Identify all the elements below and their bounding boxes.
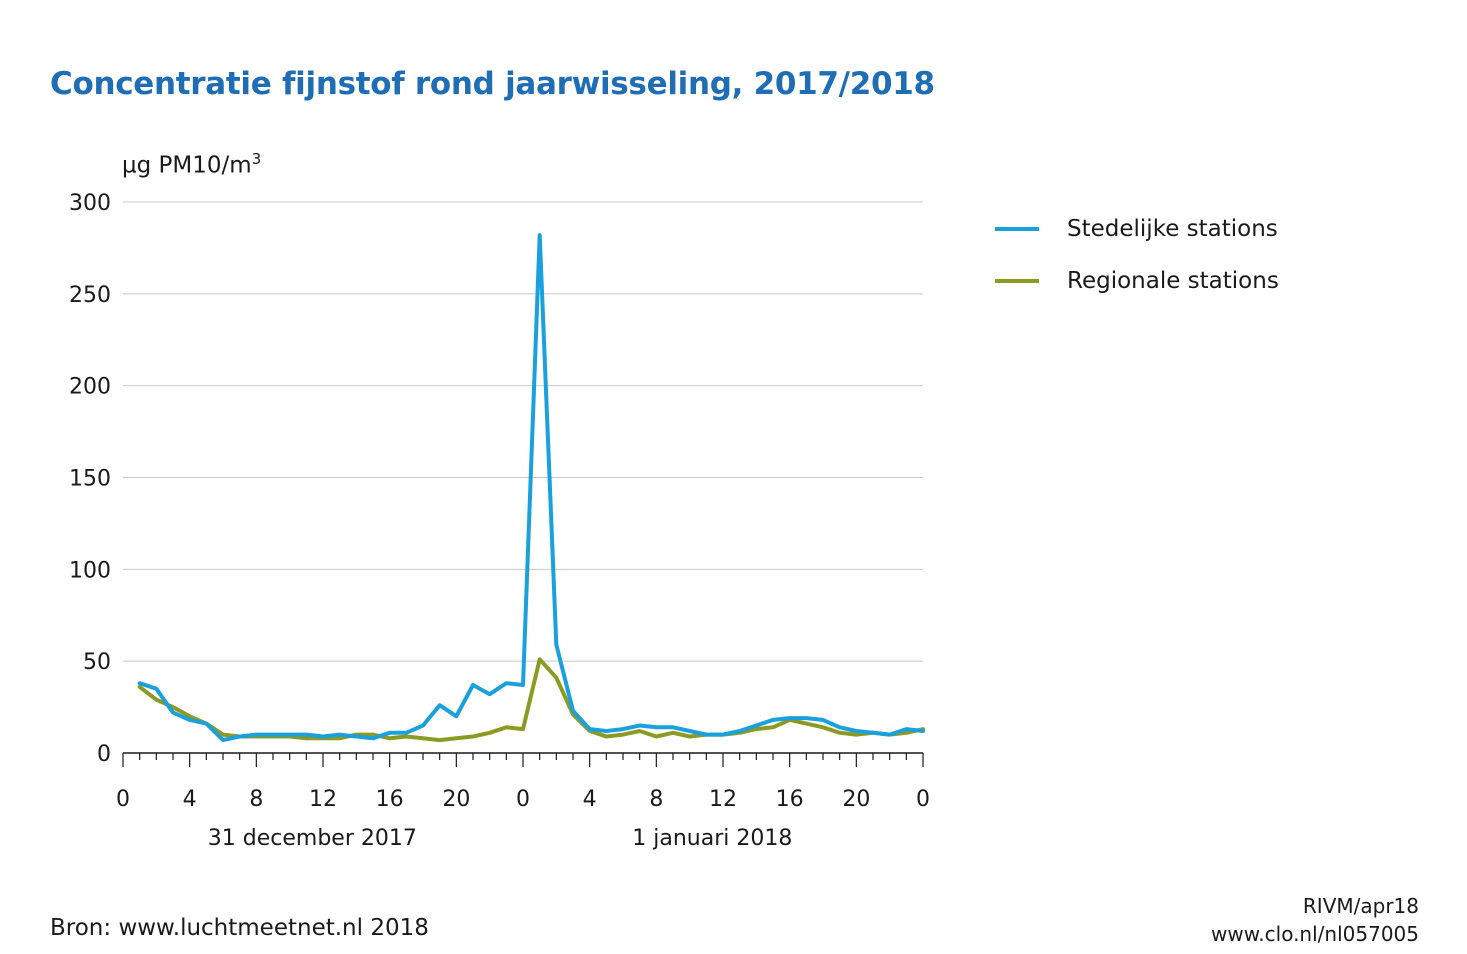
series-line-1 [137,657,925,743]
legend-item-stedelijke: Stedelijke stations [995,203,1279,255]
x-tick-label-8: 8 [249,787,263,812]
y-tick-label-150: 150 [69,467,111,492]
date-label-0: 31 december 2017 [208,826,417,851]
legend-label-regionale: Regionale stations [1067,268,1279,294]
y-axis-unit-superscript: 3 [251,150,262,168]
x-tick-label-24: 0 [516,787,530,812]
x-tick-label-20: 20 [442,787,470,812]
x-tick-label-16: 16 [376,787,404,812]
legend: Stedelijke stations Regionale stations [995,203,1279,307]
y-tick-label-200: 200 [69,375,111,400]
x-tick-label-44: 20 [842,787,870,812]
y-tick-label-250: 250 [69,283,111,308]
credit-url: www.clo.nl/nl057005 [1211,922,1419,946]
y-axis-unit-text: µg PM10/m [122,152,252,179]
x-tick-label-4: 4 [183,787,197,812]
chart-title: Concentratie fijnstof rond jaarwisseling… [50,66,935,102]
x-tick-label-36: 12 [709,787,737,812]
x-tick-label-32: 8 [649,787,663,812]
legend-swatch-regionale [995,279,1039,283]
credit-rivm: RIVM/apr18 [1302,894,1419,918]
x-tick-label-0: 0 [116,787,130,812]
credits: RIVM/apr18 www.clo.nl/nl057005 [1211,892,1419,948]
x-tick-label-40: 16 [776,787,804,812]
series-line-0 [137,233,925,743]
source-note: Bron: www.luchtmeetnet.nl 2018 [50,915,429,941]
x-tick-label-48: 0 [916,787,930,812]
x-axis: 0 4 8 12 16 20 0 4 8 12 16 20 0 31 december 2017 1 jan… [116,752,930,851]
y-tick-label-50: 50 [83,650,111,675]
y-axis-tick-labels: 0 50 100 150 200 250 300 [69,191,111,767]
legend-swatch-stedelijke [995,227,1039,231]
y-tick-label-100: 100 [69,558,111,583]
y-tick-label-0: 0 [97,742,111,767]
date-label-1: 1 januari 2018 [632,826,792,851]
series-lines [137,233,925,743]
y-tick-label-300: 300 [69,191,111,216]
y-axis-unit-label: µg PM10/m3 [122,150,261,179]
legend-item-regionale: Regionale stations [995,255,1279,307]
gridlines [123,201,923,662]
x-tick-label-12: 12 [309,787,337,812]
x-tick-label-28: 4 [583,787,597,812]
legend-label-stedelijke: Stedelijke stations [1067,216,1278,242]
